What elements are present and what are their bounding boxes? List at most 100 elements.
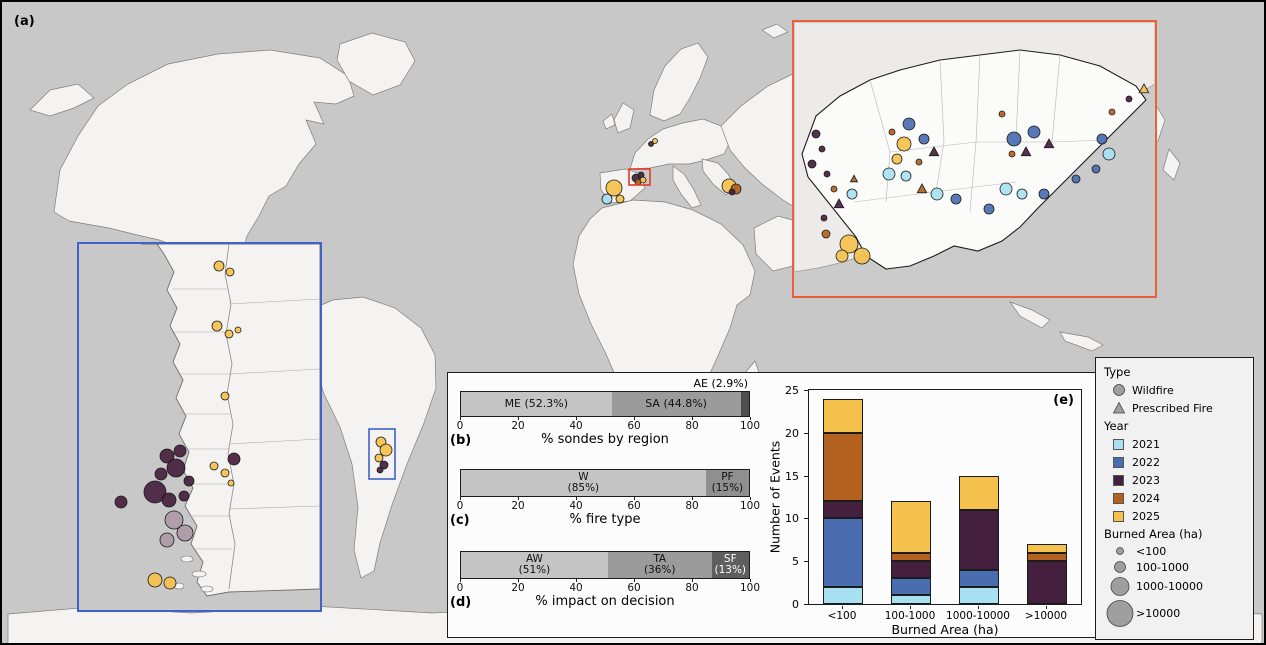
wildfire-marker (983, 203, 995, 215)
axis-tick-label: 60 (627, 582, 641, 594)
axis-tick-label: 60 (627, 420, 641, 432)
wildfire-marker (379, 443, 393, 457)
legend-item-prescribed-fire: Prescribed Fire (1104, 399, 1245, 417)
panel-label-b: (b) (450, 433, 472, 448)
stacked-bar-track: ME (52.3%) SA (44.8%) (460, 391, 750, 417)
landmass-alaska (29, 83, 95, 117)
wildfire-marker (183, 475, 195, 487)
wildfire-marker (896, 136, 912, 152)
y-tick-label: 20 (785, 426, 799, 440)
landmass-indonesia-2 (1059, 331, 1104, 352)
wildfire-marker (820, 214, 828, 222)
stacked-bar-segment-2025 (823, 398, 863, 433)
chile-inset-svg (79, 243, 321, 610)
wildfire-marker (950, 193, 962, 205)
wildfire-marker (234, 326, 242, 334)
wildfire-marker (166, 458, 186, 478)
wildfire-marker (818, 145, 826, 153)
stacked-bar-segment-2023 (891, 561, 931, 579)
wildfire-marker (930, 187, 944, 201)
size-circle-icon (1104, 598, 1136, 629)
x-axis-ticks: 0 20 40 60 80 100 (457, 417, 760, 432)
prescribed-fire-marker (1020, 146, 1032, 157)
y-tick-label: 5 (792, 555, 799, 569)
x-category-label: 100-1000 (884, 610, 936, 622)
wildfire-marker (998, 110, 1006, 118)
x-axis-ticks: 0 20 40 60 80 100 (457, 497, 760, 512)
panel-label-e: (e) (1053, 393, 1074, 408)
stacked-bar-segment-2024 (1027, 552, 1067, 562)
chile-event-markers (114, 260, 242, 590)
wildfire-marker (807, 159, 817, 169)
year-color-swatch (1113, 456, 1124, 468)
y-tick-label: 15 (785, 469, 799, 483)
wildfire-marker (220, 391, 230, 401)
stacked-bar-segment-2023 (959, 509, 999, 570)
wildfire-marker (173, 444, 187, 458)
wildfire-marker (209, 461, 219, 471)
axis-tick-label: 0 (456, 582, 464, 594)
legend-item-label: <100 (1136, 544, 1167, 558)
triangle-marker-icon (1110, 400, 1128, 416)
bar-segment-ME: ME (52.3%) (461, 392, 612, 416)
wildfire-marker (853, 247, 871, 265)
wildfire-marker (1108, 108, 1116, 116)
year-color-swatch (1113, 492, 1124, 504)
wildfire-marker (1027, 125, 1041, 139)
stacked-bar-segment-2023 (1027, 561, 1067, 604)
legend-item-label: 2024 (1132, 491, 1160, 505)
wildfire-marker (164, 510, 184, 530)
legend-item-year-2024: 2024 (1104, 489, 1245, 507)
catalonia-indicator-box (628, 168, 651, 186)
wildfire-marker (605, 179, 623, 197)
wildfire-marker (634, 178, 642, 186)
panel-label-d: (d) (450, 595, 472, 610)
axis-tick-label: 100 (739, 582, 761, 594)
axis-tick-label: 20 (511, 500, 525, 512)
landmass-italy (672, 165, 702, 209)
size-circle-icon (1104, 559, 1136, 575)
wildfire-marker (143, 480, 167, 504)
wildfire-marker (376, 466, 384, 474)
stacked-bar-segment-2022 (959, 569, 999, 587)
prescribed-fire-marker (928, 146, 940, 157)
prescribed-fire-marker (833, 198, 845, 209)
catalonia-event-markers (807, 83, 1150, 265)
legend-item-label: 2023 (1132, 473, 1160, 487)
axis-tick-label: 20 (511, 582, 525, 594)
chart-sondes-by-region: AE (2.9%) ME (52.3%) SA (44.8%) 0 20 40 60 80… (457, 377, 760, 447)
wildfire-marker (918, 133, 930, 145)
bar-segment-AE (740, 392, 749, 416)
catalonia-inset-svg (793, 21, 1156, 296)
legend-item-year-2025: 2025 (1104, 507, 1245, 525)
size-circle-icon (1104, 543, 1136, 559)
wildfire-marker (652, 138, 658, 144)
axis-tick-label: 20 (511, 420, 525, 432)
year-color-swatch (1113, 474, 1124, 486)
y-tick-label: 10 (785, 512, 799, 526)
chart-fire-type: W (85%) PF (15%) 0 20 40 60 80 100 % fire type (457, 469, 760, 527)
stacked-bar-segment-2021 (959, 586, 999, 604)
chart-impact-on-decision: AW (51%) TA (36%) SF (13%) 0 20 40 60 80 100 % imp… (456, 551, 760, 609)
wildfire-marker (159, 532, 175, 548)
wildfire-marker (227, 479, 235, 487)
x-category-label: >10000 (1024, 610, 1068, 622)
wildfire-marker (1102, 147, 1116, 161)
legend-type-header: Type (1104, 365, 1131, 379)
wildfire-marker (999, 182, 1013, 196)
landmass-greenland (336, 32, 416, 96)
legend-size-header: Burned Area (ha) (1104, 527, 1203, 541)
wildfire-marker (1096, 133, 1108, 145)
x-category-label: <100 (827, 610, 857, 622)
axis-tick-label: 60 (627, 500, 641, 512)
chile-inset-map (77, 242, 322, 612)
legend-year-header: Year (1104, 419, 1129, 433)
charts-panel: AE (2.9%) ME (52.3%) SA (44.8%) 0 20 40 60 80… (447, 372, 1097, 638)
bar-segment-PF: PF (15%) (705, 470, 749, 496)
stacked-bar-segment-2024 (823, 432, 863, 502)
year-color-swatch (1113, 438, 1124, 450)
catalonia-comarca-borders (853, 49, 1107, 213)
wildfire-marker (1071, 174, 1081, 184)
outside-segment-label: AE (2.9%) (691, 377, 750, 390)
